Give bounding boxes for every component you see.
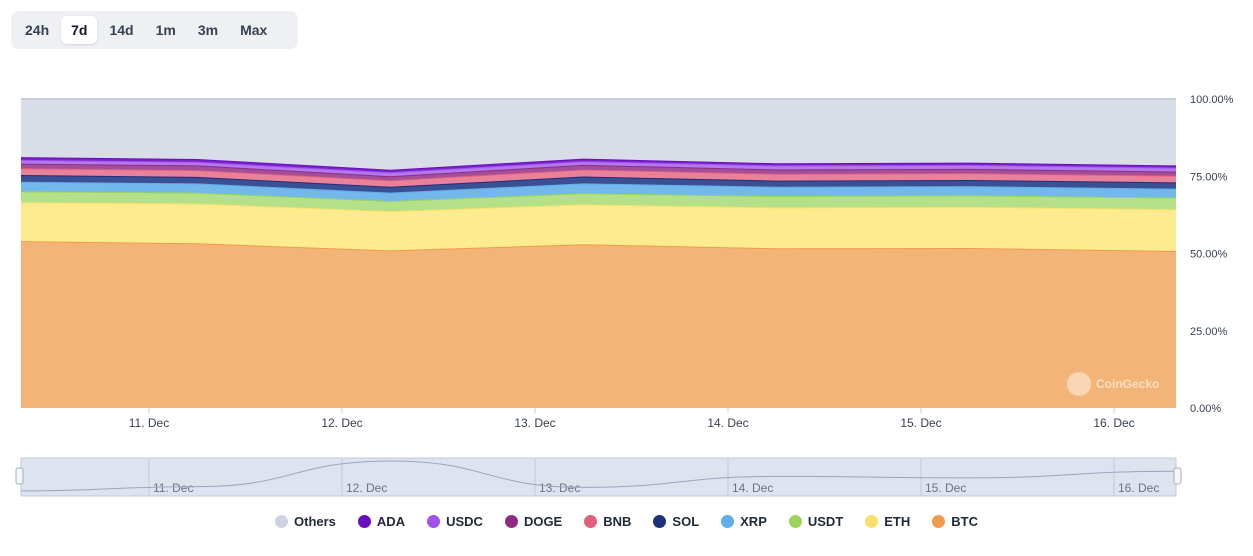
legend-item-doge[interactable]: DOGE <box>504 513 563 529</box>
legend-dot <box>653 514 667 528</box>
legend-item-usdc[interactable]: USDC <box>427 514 483 529</box>
legend-item-ada[interactable]: ADA <box>357 513 406 529</box>
navigator-series-line <box>20 460 1177 492</box>
legend-label: Others <box>294 513 336 529</box>
legend-label: USDT <box>807 513 844 529</box>
x-tick-label: 11. Dec <box>129 416 169 430</box>
navigator-tick-label: 11. Dec <box>153 481 193 495</box>
gecko-icon <box>1067 372 1091 396</box>
legend-item-others[interactable]: Others <box>275 514 336 529</box>
legend-dot <box>584 514 598 528</box>
legend-item-usdt[interactable]: USDT <box>788 513 844 529</box>
legend-label: USDC <box>446 513 483 529</box>
legend-label: BTC <box>951 513 978 529</box>
watermark-text: CoinGecko <box>1096 377 1160 391</box>
range-tab-7d[interactable]: 7d <box>61 16 98 44</box>
legend-dot <box>275 514 289 528</box>
legend-dot <box>932 514 946 528</box>
range-tab-24h[interactable]: 24h <box>25 22 50 38</box>
legend-dot <box>427 514 441 528</box>
legend-dot <box>788 514 802 528</box>
legend-label: DOGE <box>523 513 563 529</box>
navigator-handle-left[interactable] <box>15 467 24 485</box>
legend-item-btc[interactable]: BTC <box>932 514 978 529</box>
navigator-tick-label: 14. Dec <box>732 481 773 495</box>
legend-label: SOL <box>672 513 700 529</box>
legend-item-eth[interactable]: ETH <box>865 514 910 529</box>
x-tick-label: 15. Dec <box>900 416 941 430</box>
time-range-selector: 24h 7d 14d 1m 3m Max <box>11 11 298 49</box>
legend-dot <box>721 514 735 528</box>
x-tick-label: 12. Dec <box>321 416 362 430</box>
navigator-tick-label: 13. Dec <box>539 481 580 495</box>
navigator-panel[interactable] <box>20 457 1177 497</box>
x-tick-label: 14. Dec <box>707 416 748 430</box>
legend-item-bnb[interactable]: BNB <box>584 514 631 529</box>
y-tick-label: 50.00% <box>1190 249 1228 261</box>
coingecko-watermark: CoinGecko <box>1067 372 1159 396</box>
chart-legend: Others ADA USDC DOGE BNB SOL XRP USDT ETH BTC <box>0 511 1253 531</box>
legend-dot <box>865 514 879 528</box>
navigator-tick-label: 16. Dec <box>1118 481 1159 495</box>
legend-label: XRP <box>740 513 767 529</box>
navigator-handle-right[interactable] <box>1173 467 1182 485</box>
legend-item-xrp[interactable]: XRP <box>721 514 767 529</box>
range-tab-14d[interactable]: 14d <box>109 22 134 38</box>
area-sol[interactable] <box>21 175 1176 193</box>
range-tab-1m[interactable]: 1m <box>155 22 176 38</box>
area-bnb[interactable] <box>21 168 1176 187</box>
x-tick-label: 16. Dec <box>1093 416 1134 430</box>
x-tick-label: 13. Dec <box>514 416 555 430</box>
area-btc[interactable] <box>21 241 1176 408</box>
legend-item-sol[interactable]: SOL <box>653 514 699 529</box>
navigator-tick-label: 12. Dec <box>346 481 387 495</box>
legend-label: BNB <box>603 513 632 529</box>
y-tick-label: 75.00% <box>1190 171 1228 183</box>
y-tick-label: 0.00% <box>1190 403 1221 415</box>
y-tick-label: 25.00% <box>1190 326 1228 338</box>
area-others[interactable] <box>21 99 1176 170</box>
legend-label: ETH <box>884 513 911 529</box>
legend-label: ADA <box>376 513 406 529</box>
range-tab-max[interactable]: Max <box>240 22 268 38</box>
range-tab-3m[interactable]: 3m <box>197 22 219 38</box>
legend-dot <box>504 514 518 528</box>
area-eth[interactable] <box>21 202 1176 252</box>
y-tick-label: 100.00% <box>1190 94 1234 106</box>
navigator-tick-label: 15. Dec <box>925 481 966 495</box>
legend-dot <box>357 514 371 528</box>
